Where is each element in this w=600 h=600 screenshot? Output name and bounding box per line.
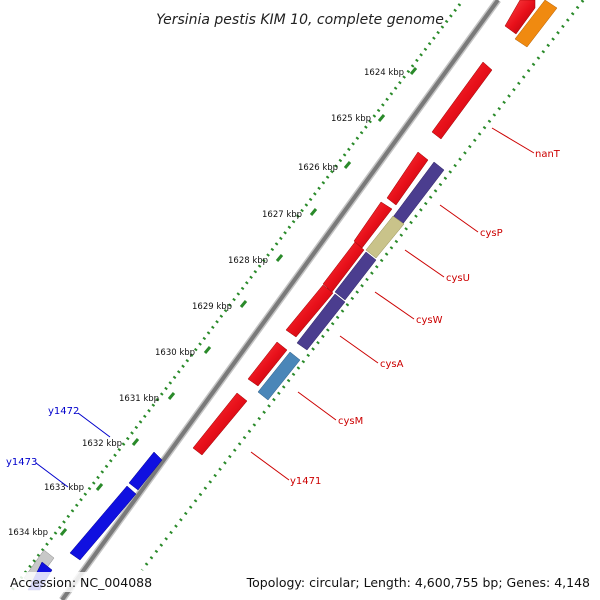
kbp-label-1625: 1625 kbp: [331, 114, 371, 124]
kbp-tick: [239, 300, 248, 308]
leader-cysA: [339, 335, 379, 364]
kbp-tick: [95, 483, 104, 491]
gc-track-inner: [140, 0, 586, 571]
gene-label-y1471[interactable]: y1471: [290, 476, 321, 487]
kbp-tick: [309, 208, 318, 216]
gene-label-nanT[interactable]: nanT: [535, 149, 561, 160]
gene-orange[interactable]: [514, 0, 558, 48]
gene-red-5[interactable]: [285, 284, 334, 338]
leader-y1472: [77, 412, 111, 438]
kbp-tick: [343, 161, 352, 169]
leader-cysM: [297, 391, 337, 421]
gene-label-cysA[interactable]: cysA: [380, 359, 404, 370]
kbp-label-1632: 1632 kbp: [82, 439, 122, 449]
gene-red-nanT[interactable]: [431, 61, 493, 140]
kbp-label-1624: 1624 kbp: [364, 68, 404, 78]
gene-cysU[interactable]: [365, 215, 405, 259]
kbp-label-1627: 1627 kbp: [262, 210, 302, 220]
footer-right-bg: [256, 572, 596, 592]
kbp-ticks: [59, 67, 418, 536]
footer-left-bg: [4, 572, 149, 592]
summary-text: Topology: circular; Length: 4,600,755 bp…: [246, 575, 590, 590]
gene-red-6[interactable]: [247, 341, 288, 387]
kbp-label-1633: 1633 kbp: [44, 483, 84, 493]
leader-nanT: [491, 127, 535, 154]
gene-red-2[interactable]: [386, 151, 429, 206]
leader-y1473: [35, 462, 69, 488]
gene-label-cysU[interactable]: cysU: [446, 273, 470, 284]
kbp-label-1631: 1631 kbp: [119, 394, 159, 404]
leader-cysW: [374, 291, 415, 320]
kbp-tick: [377, 114, 386, 122]
gene-cysA[interactable]: [296, 293, 346, 351]
gene-y1473[interactable]: [69, 485, 137, 561]
gene-y1472[interactable]: [128, 451, 163, 491]
gene-red-y1471[interactable]: [192, 392, 248, 456]
kbp-tick: [59, 528, 68, 536]
genome-backbone-core: [60, 0, 500, 600]
gene-label-cysM[interactable]: cysM: [338, 416, 363, 427]
kbp-tick: [275, 254, 284, 262]
kbp-tick: [409, 67, 418, 75]
accession-text: Accession: NC_004088: [10, 575, 152, 590]
kbp-tick: [131, 438, 140, 446]
gene-cysM[interactable]: [257, 351, 301, 401]
kbp-tick: [203, 346, 212, 354]
gene-label-y1473[interactable]: y1473: [6, 457, 37, 468]
gene-label-cysP[interactable]: cysP: [480, 228, 503, 239]
kbp-label-1628: 1628 kbp: [228, 256, 268, 266]
gene-label-cysW[interactable]: cysW: [416, 315, 443, 326]
gc-track-outer: [10, 3, 462, 591]
kbp-label-1634: 1634 kbp: [8, 528, 48, 538]
gene-red-top[interactable]: [504, 0, 536, 35]
leader-cysP: [439, 204, 479, 233]
leader-cysU: [404, 249, 445, 278]
map-title: Yersinia pestis KIM 10, complete genome: [156, 12, 444, 28]
leader-y1471: [250, 451, 290, 481]
gene-cysW[interactable]: [334, 251, 377, 301]
kbp-tick: [167, 392, 176, 400]
kbp-label-1629: 1629 kbp: [192, 302, 232, 312]
kbp-label-1626: 1626 kbp: [298, 163, 338, 173]
gene-label-y1472[interactable]: y1472: [48, 406, 79, 417]
kbp-label-1630: 1630 kbp: [155, 348, 195, 358]
